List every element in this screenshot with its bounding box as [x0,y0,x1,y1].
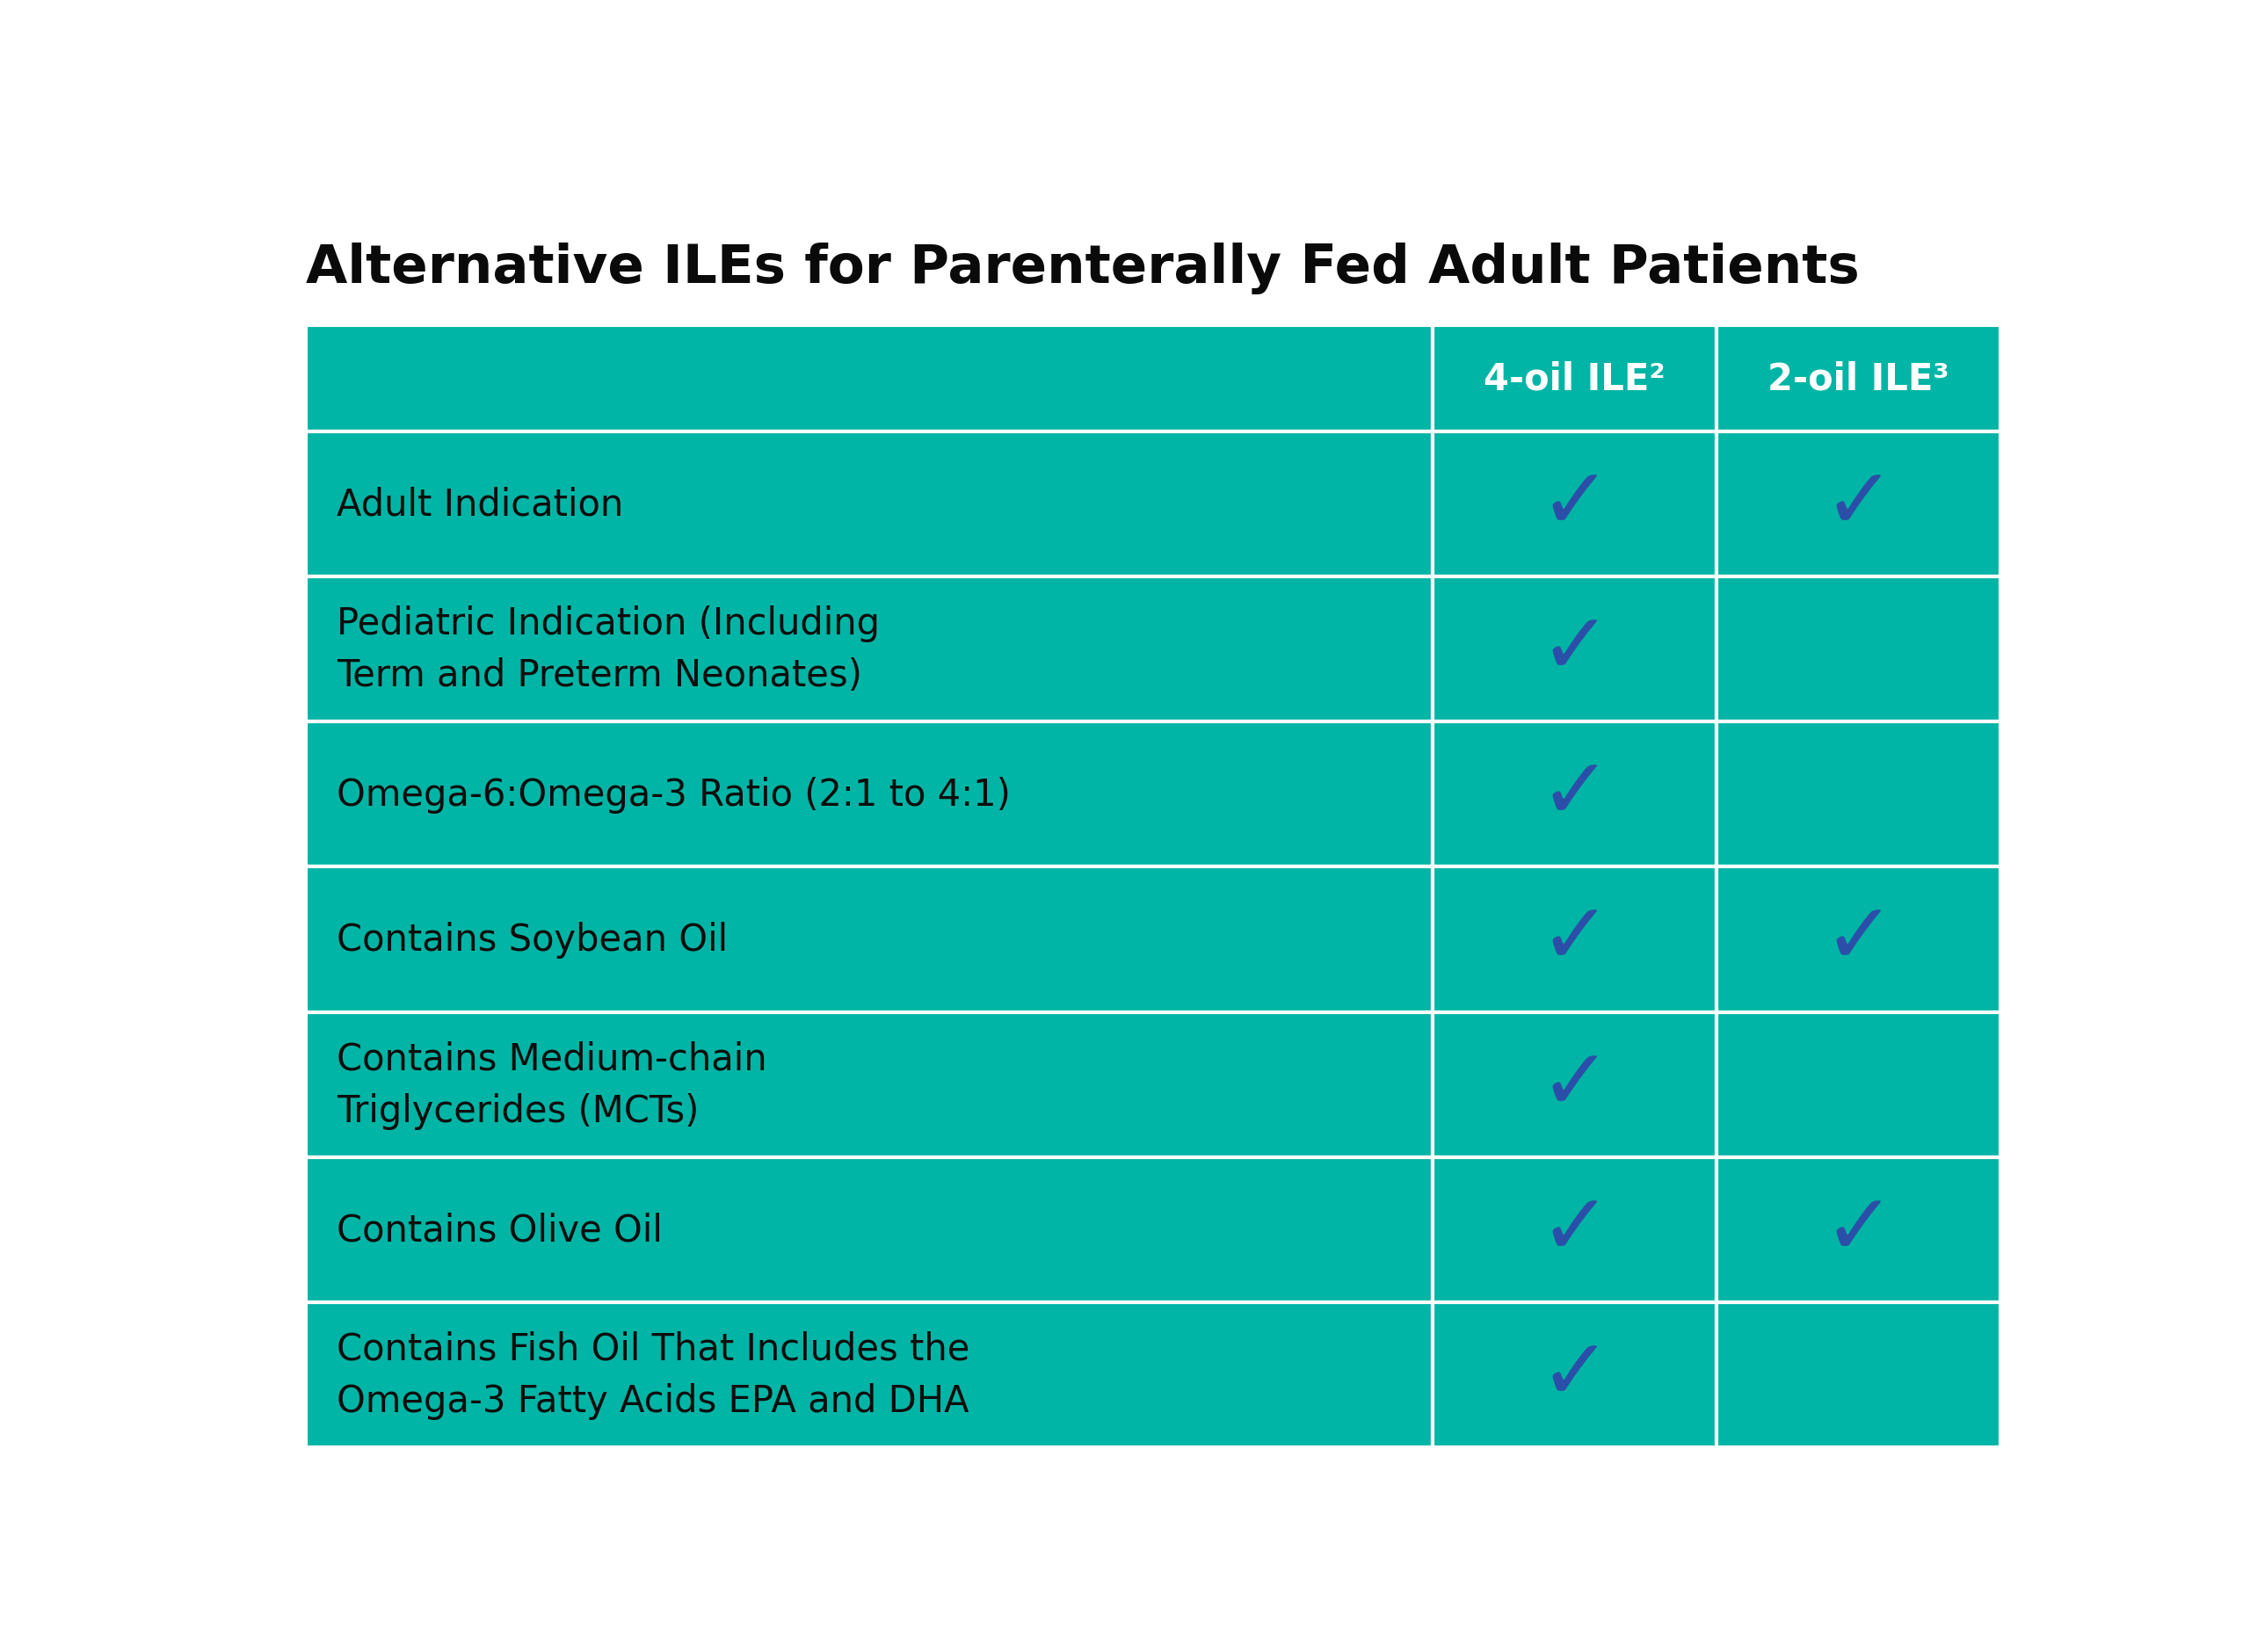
Bar [306,722,1433,867]
Bar [1433,1013,1717,1158]
Bar [306,1013,1433,1158]
Text: ✓: ✓ [1823,464,1894,545]
Text: Term and Preterm Neonates): Term and Preterm Neonates) [338,657,862,694]
Bar [306,1158,1433,1302]
Text: Pediatric Indication (Including: Pediatric Indication (Including [338,605,880,643]
Text: ✓: ✓ [1539,1044,1611,1125]
Bar [1433,1158,1717,1302]
Text: 4-oil ILE²: 4-oil ILE² [1485,360,1665,396]
Bar [1717,867,2000,1013]
Bar [306,867,1433,1013]
Text: ✓: ✓ [1823,899,1894,981]
Text: Contains Soybean Oil: Contains Soybean Oil [338,922,729,958]
Bar [1433,325,1717,433]
Text: Triglycerides (MCTs): Triglycerides (MCTs) [338,1092,700,1130]
Bar [1433,577,1717,722]
Text: Contains Olive Oil: Contains Olive Oil [338,1211,664,1249]
Text: ✓: ✓ [1539,899,1611,981]
Text: Adult Indication: Adult Indication [338,486,623,524]
Bar [1717,577,2000,722]
Text: ✓: ✓ [1539,610,1611,691]
Text: Contains Medium-chain: Contains Medium-chain [338,1041,767,1077]
Bar [1717,1302,2000,1447]
Text: ✓: ✓ [1539,464,1611,545]
Bar [1433,867,1717,1013]
Bar [306,577,1433,722]
Bar [1717,433,2000,577]
Bar [306,325,1433,433]
Bar [1717,722,2000,867]
Text: ✓: ✓ [1823,1189,1894,1270]
Text: Omega-6:Omega-3 Ratio (2:1 to 4:1): Omega-6:Omega-3 Ratio (2:1 to 4:1) [338,776,1010,813]
Text: 2-oil ILE³: 2-oil ILE³ [1768,360,1948,396]
Bar [1433,1302,1717,1447]
Text: Omega-3 Fatty Acids EPA and DHA: Omega-3 Fatty Acids EPA and DHA [338,1383,970,1419]
Text: ✓: ✓ [1539,753,1611,836]
Text: Alternative ILEs for Parenterally Fed Adult Patients: Alternative ILEs for Parenterally Fed Ad… [306,243,1858,294]
Bar [1433,722,1717,867]
Text: ✓: ✓ [1539,1189,1611,1270]
Bar [1717,1158,2000,1302]
Text: Contains Fish Oil That Includes the: Contains Fish Oil That Includes the [338,1330,970,1368]
Bar [1717,1013,2000,1158]
Bar [1433,433,1717,577]
Bar [1717,325,2000,433]
Text: ✓: ✓ [1539,1335,1611,1416]
Bar [306,433,1433,577]
Bar [306,1302,1433,1447]
